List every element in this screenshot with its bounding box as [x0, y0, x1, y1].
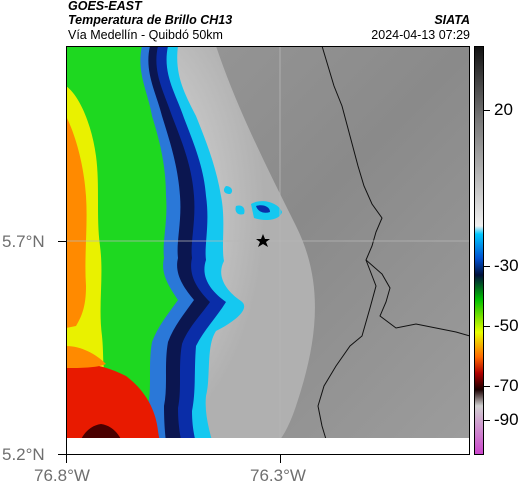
y-label-5-2: 5.2°N	[2, 445, 45, 464]
border-line-2	[317, 259, 377, 455]
cb-label-20: 20	[494, 100, 513, 119]
y-tick-5-2	[58, 454, 66, 455]
product-title: Temperatura de Brillo CH13	[68, 13, 233, 27]
cloud-cluster-2	[235, 205, 245, 215]
y-label-5-7: 5.7°N	[2, 232, 45, 251]
cb-label-m50: -50	[494, 316, 519, 335]
cb-label-m90: -90	[494, 410, 519, 429]
region-subtitle: Vía Medellín - Quibdó 50km	[68, 28, 223, 42]
cloud-cluster-3	[223, 186, 233, 194]
map-frame	[66, 46, 470, 455]
cb-tick-m30	[484, 266, 490, 267]
x-tick-76-3	[280, 455, 281, 463]
map-bottom-strip	[66, 438, 470, 455]
cb-label-m70: -70	[494, 376, 519, 395]
cloud-cluster-4	[256, 205, 270, 213]
satellite-title: GOES-EAST	[68, 0, 142, 13]
cb-tick-m70	[484, 386, 490, 387]
cb-label-m30: -30	[494, 256, 519, 275]
orange-band-bottom	[66, 346, 106, 368]
satellite-map	[66, 46, 470, 455]
border-line	[321, 46, 470, 337]
colorbar-fill	[474, 46, 484, 455]
x-label-76-3: 76.3°W	[250, 466, 306, 485]
y-tick-5-7	[58, 241, 66, 242]
cb-tick-20	[484, 110, 490, 111]
colorbar-frame	[474, 46, 484, 455]
cb-tick-m50	[484, 326, 490, 327]
agency-label: SIATA	[434, 13, 470, 27]
x-tick-76-8	[66, 455, 67, 463]
orange-layer	[66, 116, 87, 328]
timestamp: 2024-04-13 07:29	[371, 28, 470, 42]
cb-tick-m90	[484, 420, 490, 421]
x-label-76-8: 76.8°W	[34, 466, 90, 485]
star-marker	[256, 234, 270, 247]
colorbar	[474, 46, 484, 455]
